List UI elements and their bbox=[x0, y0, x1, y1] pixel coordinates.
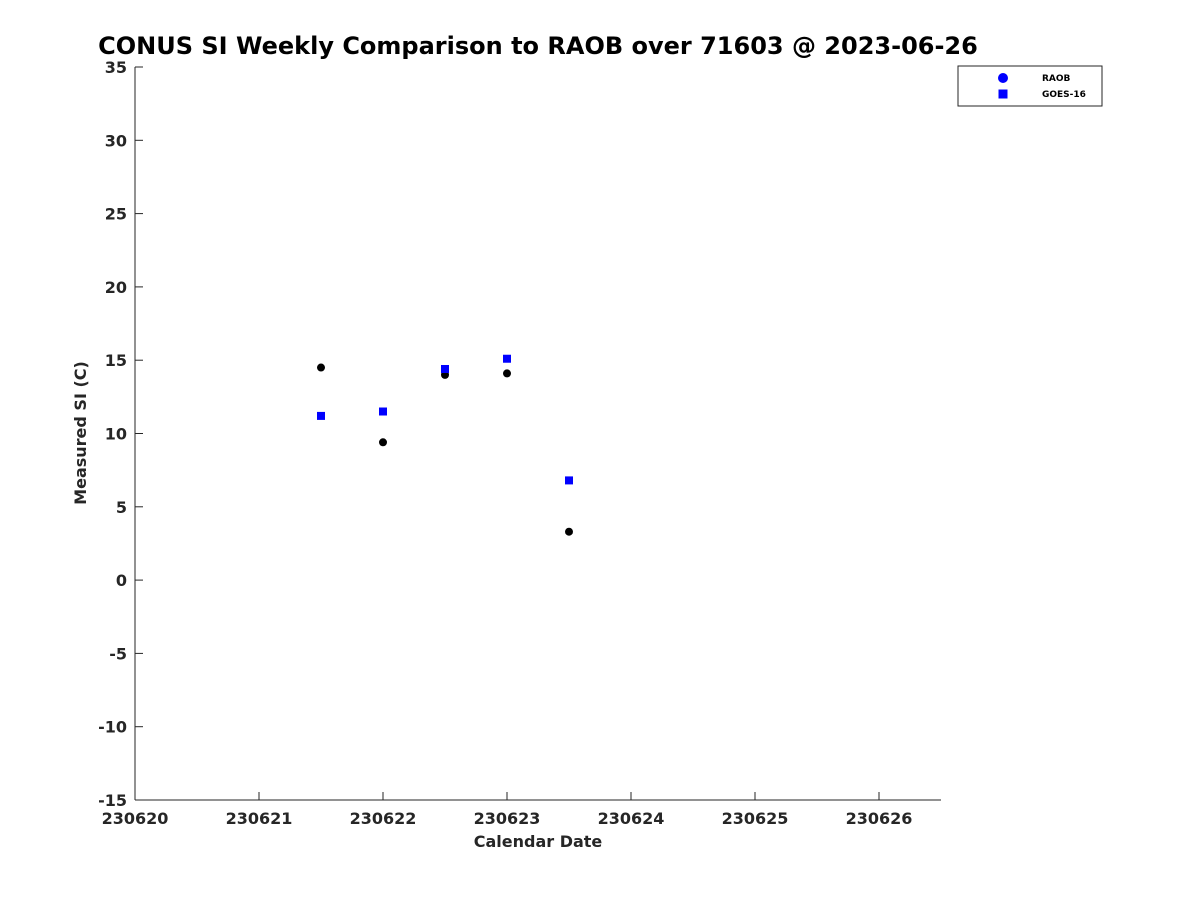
legend-marker-goes16 bbox=[998, 89, 1008, 99]
y-tick-label: 35 bbox=[105, 58, 127, 77]
y-tick-label: 15 bbox=[105, 351, 127, 370]
raob-point bbox=[317, 363, 325, 372]
x-tick-label: 230620 bbox=[102, 809, 169, 828]
x-tick-label: 230624 bbox=[598, 809, 665, 828]
goes16-point bbox=[379, 407, 387, 416]
y-tick-label: -5 bbox=[109, 644, 127, 663]
y-axis-label: Measured SI (C) bbox=[71, 361, 90, 505]
x-tick-label: 230622 bbox=[350, 809, 417, 828]
legend-box bbox=[957, 65, 1103, 107]
y-tick-label: -15 bbox=[98, 791, 127, 810]
y-tick-label: 20 bbox=[105, 278, 127, 297]
x-axis-label: Calendar Date bbox=[474, 832, 603, 851]
x-tick-label: 230625 bbox=[722, 809, 789, 828]
goes16-point bbox=[565, 476, 573, 485]
legend-label-raob: RAOB bbox=[1042, 74, 1071, 84]
plot-area bbox=[134, 67, 941, 801]
legend: RAOB GOES-16 bbox=[957, 65, 1103, 107]
raob-point bbox=[565, 527, 573, 536]
chart-title: CONUS SI Weekly Comparison to RAOB over … bbox=[98, 32, 978, 60]
y-tick-label: 25 bbox=[105, 205, 127, 224]
goes16-point bbox=[441, 364, 449, 373]
y-tick-label: 10 bbox=[105, 425, 127, 444]
x-tick-label: 230621 bbox=[226, 809, 293, 828]
raob-point bbox=[379, 438, 387, 447]
y-tick-label: 30 bbox=[105, 131, 127, 150]
legend-label-goes16: GOES-16 bbox=[1042, 90, 1086, 100]
y-tick-label: -10 bbox=[98, 718, 127, 737]
x-axis-ticks: 230620 230621 230622 230623 230624 230625 2306… bbox=[102, 792, 913, 828]
data-points bbox=[317, 354, 573, 536]
x-tick-label: 230623 bbox=[474, 809, 541, 828]
x-tick-label: 230626 bbox=[846, 809, 913, 828]
goes16-point bbox=[503, 354, 511, 363]
raob-point bbox=[503, 369, 511, 378]
y-tick-label: 5 bbox=[116, 498, 127, 517]
y-tick-label: 0 bbox=[116, 571, 127, 590]
legend-marker-raob bbox=[998, 73, 1008, 83]
y-axis-ticks: -15 -10 -5 0 5 10 15 20 25 30 35 bbox=[98, 58, 143, 810]
goes16-point bbox=[317, 411, 325, 420]
